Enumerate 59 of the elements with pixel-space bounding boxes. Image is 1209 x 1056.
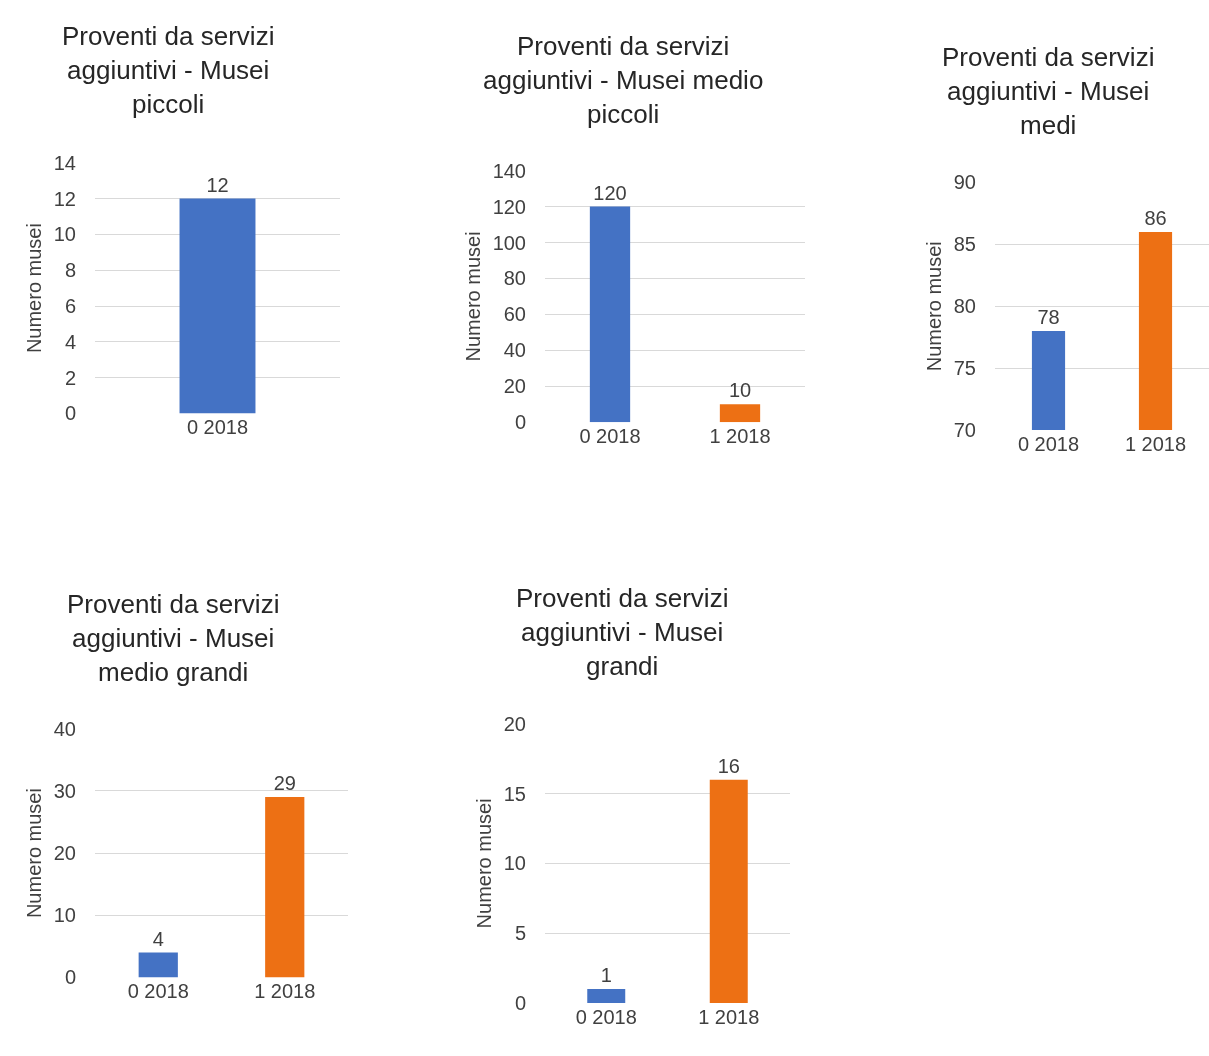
chart-title: Proventi da servizi aggiuntivi - Musei medi [942, 42, 1155, 140]
y-tick-label: 100 [492, 231, 526, 254]
y-tick-label: 15 [503, 782, 526, 805]
y-tick-label: 85 [953, 233, 976, 256]
y-axis-title: Numero musei [473, 798, 496, 929]
y-tick-label: 80 [953, 295, 976, 318]
data-label: 86 [1144, 206, 1167, 229]
y-tick-label: 12 [53, 187, 76, 210]
y-tick-label: 30 [53, 779, 76, 802]
y-tick-label: 14 [53, 151, 76, 174]
x-tick-label: 1 2018 [698, 1005, 760, 1028]
data-label: 16 [717, 754, 740, 777]
y-tick-label: 40 [503, 339, 526, 362]
x-tick-label: 1 2018 [709, 425, 771, 448]
y-tick-label: 0 [514, 411, 526, 434]
y-axis-title: Numero musei [923, 241, 946, 372]
y-tick-label: 75 [953, 357, 976, 380]
y-tick-label: 8 [64, 259, 76, 282]
data-label: 12 [206, 173, 229, 196]
x-tick-label: 0 2018 [575, 1005, 637, 1028]
y-tick-label: 90 [953, 171, 976, 194]
x-tick-label: 0 2018 [1017, 433, 1080, 456]
y-axis-title: Numero musei [23, 788, 46, 919]
y-axis-title: Numero musei [462, 231, 485, 362]
data-label: 120 [593, 181, 627, 204]
y-tick-label: 0 [64, 402, 76, 425]
y-tick-label: 140 [492, 159, 526, 182]
y-tick-label: 4 [64, 330, 76, 353]
y-tick-label: 60 [503, 303, 526, 326]
data-label: 1 [600, 963, 612, 986]
data-label: 29 [273, 772, 296, 795]
y-tick-label: 0 [64, 966, 76, 989]
chart-title: Proventi da servizi aggiuntivi - Musei piccoli [62, 21, 275, 119]
y-tick-label: 20 [503, 375, 526, 398]
y-tick-label: 10 [53, 904, 76, 927]
x-tick-label: 0 2018 [127, 980, 189, 1003]
x-tick-label: 1 2018 [254, 980, 316, 1003]
y-tick-label: 70 [953, 419, 976, 442]
x-tick-label: 0 2018 [579, 425, 641, 448]
y-tick-label: 6 [64, 295, 76, 318]
y-tick-label: 20 [503, 712, 526, 735]
y-tick-label: 20 [53, 842, 76, 865]
data-label: 10 [728, 379, 752, 402]
y-tick-label: 10 [503, 852, 526, 875]
data-label: 78 [1037, 305, 1060, 328]
y-tick-label: 120 [492, 195, 526, 218]
x-tick-label: 0 2018 [186, 416, 249, 439]
y-tick-label: 2 [64, 366, 76, 389]
data-label: 4 [152, 927, 164, 950]
y-tick-label: 40 [53, 717, 76, 740]
chart-title: Proventi da servizi aggiuntivi - Musei grandi [516, 583, 729, 681]
y-tick-label: 10 [53, 223, 76, 246]
y-tick-label: 5 [514, 922, 526, 945]
chart-title: Proventi da servizi aggiuntivi - Musei medio piccoli [483, 31, 764, 129]
chart-title: Proventi da servizi aggiuntivi - Musei medio grandi [67, 589, 280, 687]
x-tick-label: 1 2018 [1124, 433, 1187, 456]
y-tick-label: 0 [514, 991, 526, 1014]
y-tick-label: 80 [503, 267, 526, 290]
y-axis-title: Numero musei [23, 223, 46, 354]
